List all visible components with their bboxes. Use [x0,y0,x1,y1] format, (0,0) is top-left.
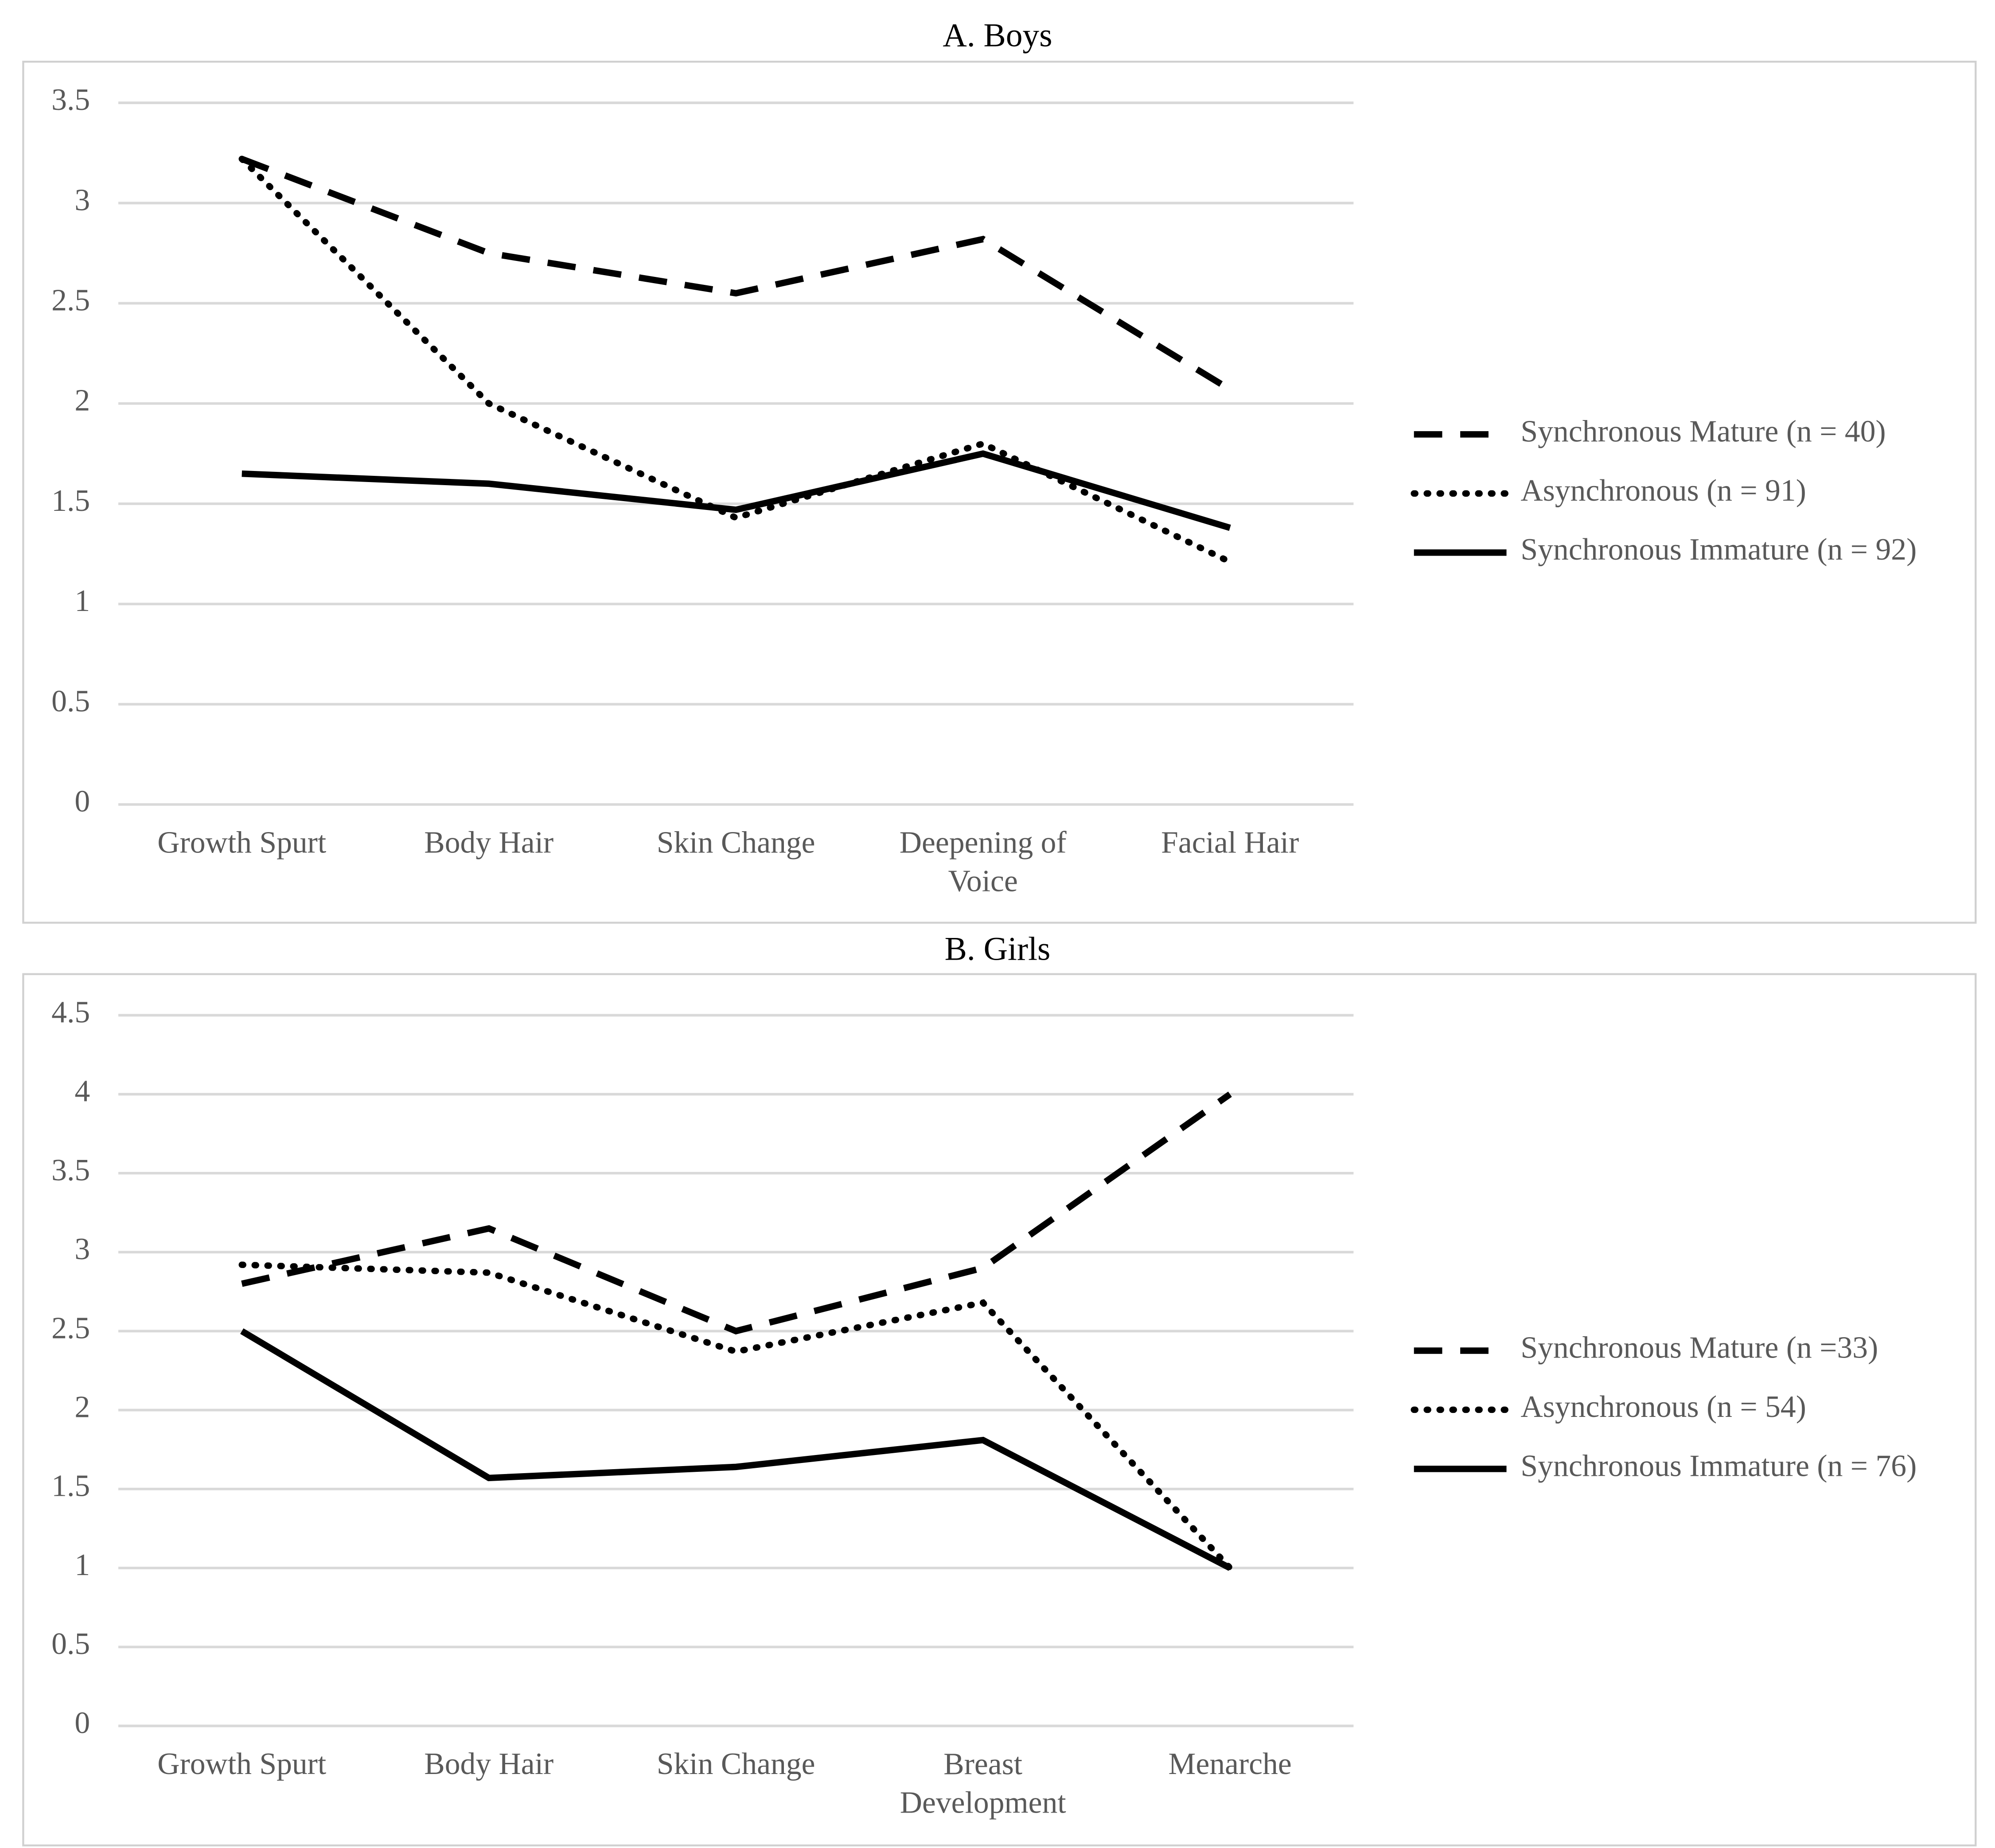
x-tick-label: Growth Spurt [157,826,326,860]
legend-label: Synchronous Immature (n = 92) [1521,533,1917,567]
y-tick-label: 0.5 [51,1627,90,1661]
chart-title: B. Girls [945,931,1051,968]
y-tick-label: 1.5 [51,484,90,518]
y-tick-label: 0 [74,1706,90,1740]
y-tick-label: 3.5 [51,83,90,117]
x-tick-label: Breast Development [900,1747,1066,1820]
chart-title: A. Boys [943,17,1052,54]
legend-label: Synchronous Mature (n =33) [1521,1331,1878,1365]
y-tick-label: 3 [74,1232,90,1266]
y-tick-label: 2 [74,384,90,418]
x-tick-label: Facial Hair [1161,826,1299,860]
y-tick-label: 2.5 [51,284,90,318]
x-tick-label: Deepening of Voice [900,826,1067,899]
y-tick-label: 0.5 [51,684,90,718]
y-tick-label: 2 [74,1390,90,1424]
y-tick-label: 4 [74,1074,90,1109]
y-tick-label: 3 [74,183,90,217]
y-tick-label: 2.5 [51,1311,90,1345]
series-line [240,1328,1232,1571]
legend-label: Synchronous Mature (n = 40) [1521,414,1886,448]
x-tick-label: Body Hair [424,1747,553,1781]
series-line [238,156,1233,565]
y-tick-label: 3.5 [51,1153,90,1187]
series-line [241,1091,1232,1334]
x-tick-label: Body Hair [424,826,553,860]
panel-frame [22,61,1977,924]
legend-label: Asynchronous (n = 54) [1521,1390,1806,1424]
x-tick-label: Skin Change [657,1747,815,1781]
y-tick-label: 4.5 [51,995,90,1029]
y-tick-label: 0 [74,785,90,819]
series-line [238,1261,1233,1572]
legend-label: Asynchronous (n = 91) [1521,474,1806,508]
panel-frame [22,973,1977,1847]
x-tick-label: Skin Change [657,826,815,860]
y-tick-label: 1 [74,1548,90,1582]
series-line [241,156,1232,393]
y-tick-label: 1.5 [51,1469,90,1503]
series-line [242,450,1231,531]
legend-label: Synchronous Immature (n = 76) [1521,1449,1917,1483]
x-tick-label: Growth Spurt [157,1747,326,1781]
y-tick-label: 1 [74,584,90,618]
x-tick-label: Menarche [1169,1747,1292,1781]
